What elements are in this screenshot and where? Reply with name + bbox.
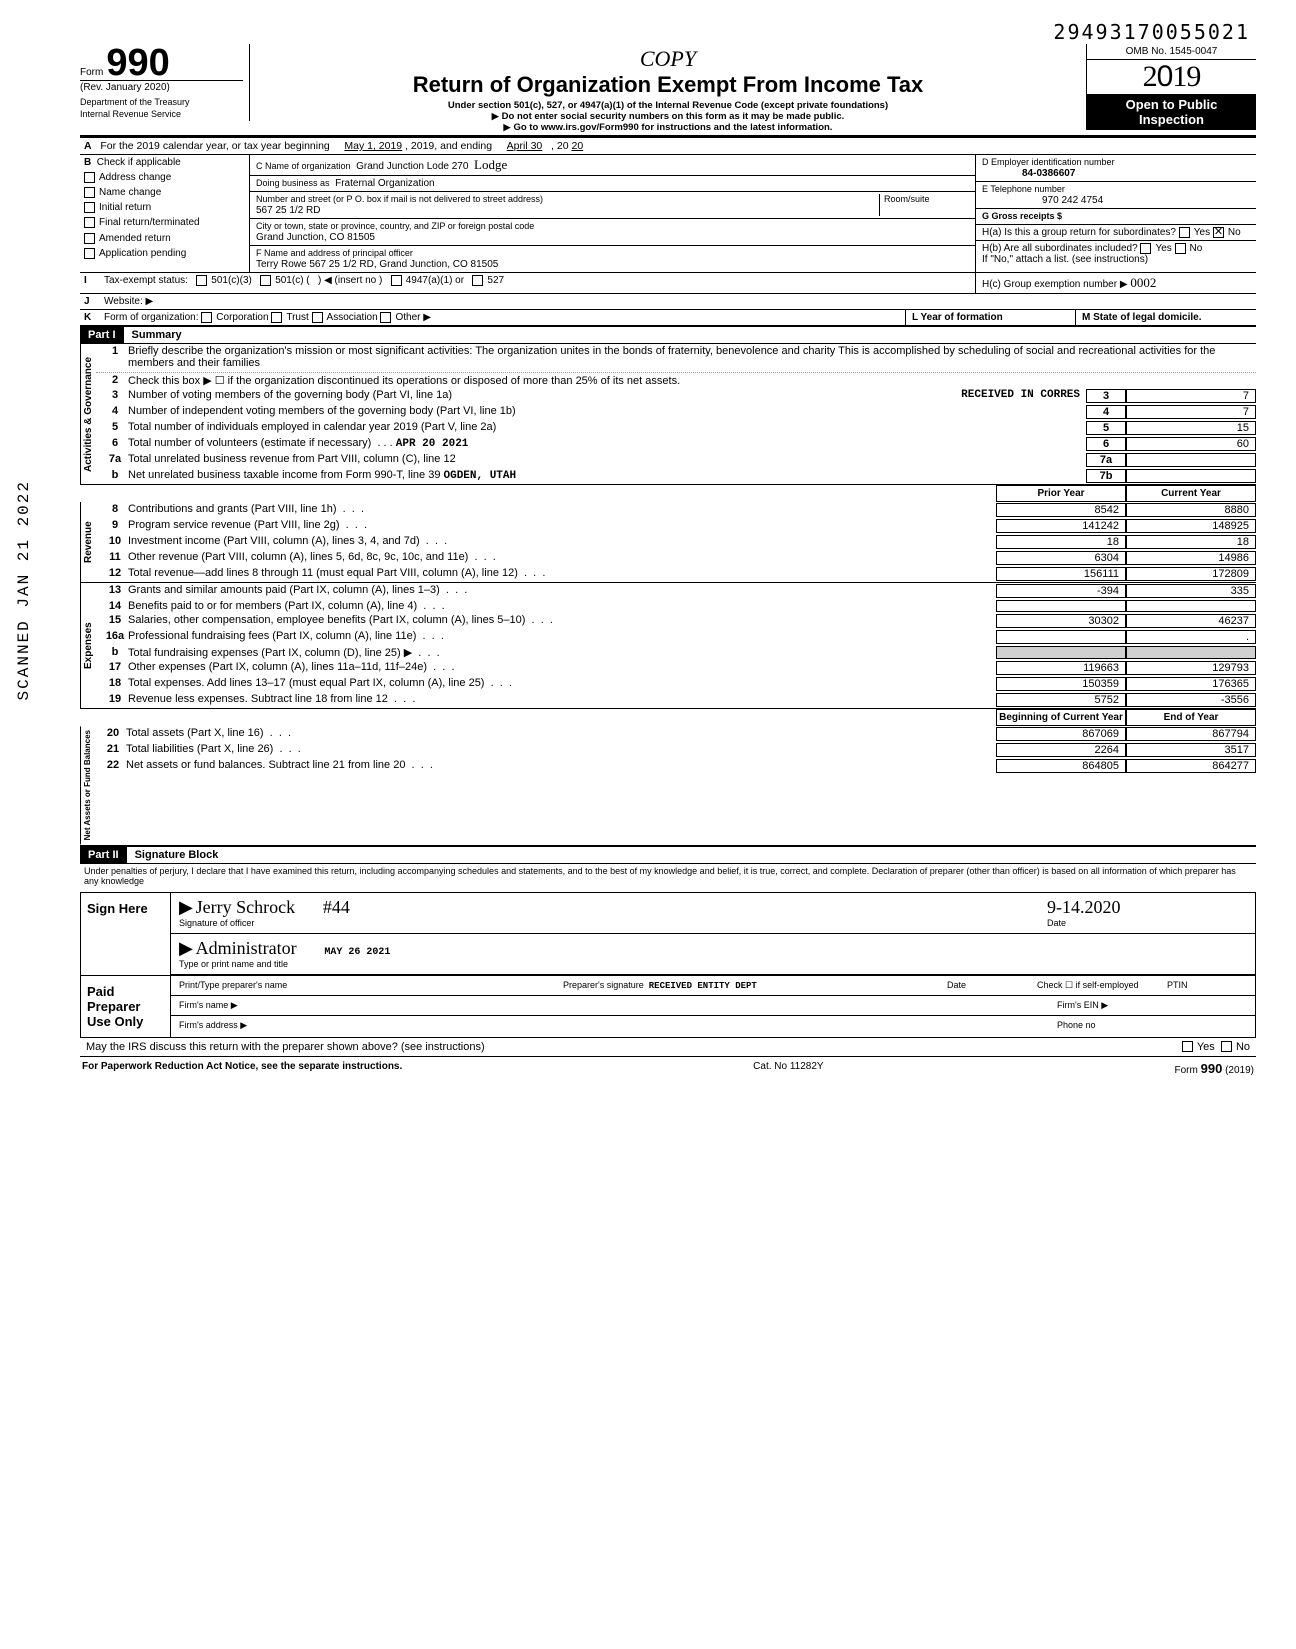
cb-hb-no[interactable] xyxy=(1175,243,1186,254)
officer-title: Administrator xyxy=(196,938,297,958)
cb-4947[interactable] xyxy=(391,275,402,286)
cb-501c[interactable] xyxy=(260,275,271,286)
irs-label: Internal Revenue Service xyxy=(80,107,243,119)
table-row: 18Total expenses. Add lines 13–17 (must … xyxy=(96,676,1256,692)
cb-app-pending[interactable] xyxy=(84,248,95,259)
year-headers: X Prior Year Current Year xyxy=(80,485,1256,502)
line-i: I Tax-exempt status: 501(c)(3) 501(c) ( … xyxy=(80,273,1256,294)
current-year-header: Current Year xyxy=(1126,485,1256,502)
may-stamp: MAY 26 2021 xyxy=(324,947,390,958)
cb-assoc[interactable] xyxy=(312,312,323,323)
table-row: 22Net assets or fund balances. Subtract … xyxy=(94,758,1256,774)
table-row: 8Contributions and grants (Part VIII, li… xyxy=(96,502,1256,518)
subtitle-3: Go to www.irs.gov/Form990 for instructio… xyxy=(264,122,1072,133)
line-k: K Form of organization: Corporation Trus… xyxy=(80,310,1256,326)
footer-cat: Cat. No 11282Y xyxy=(753,1061,823,1076)
cb-initial-return[interactable] xyxy=(84,202,95,213)
eoy-header: End of Year xyxy=(1126,709,1256,726)
prior-year-header: Prior Year xyxy=(996,485,1126,502)
cb-527[interactable] xyxy=(472,275,483,286)
cb-amended[interactable] xyxy=(84,233,95,244)
table-row: 10Investment income (Part VIII, column (… xyxy=(96,534,1256,550)
cb-trust[interactable] xyxy=(271,312,282,323)
barcode-top: 29493170055021 xyxy=(80,20,1256,44)
footer-form: Form 990 (2019) xyxy=(1175,1061,1255,1076)
part-1-title: Summary xyxy=(124,327,190,343)
cb-corp[interactable] xyxy=(201,312,212,323)
part-2-header: Part II Signature Block xyxy=(80,846,1256,864)
copy-watermark: COPY xyxy=(264,46,1072,72)
table-row: 17Other expenses (Part IX, column (A), l… xyxy=(96,660,1256,676)
table-row: 11Other revenue (Part VIII, column (A), … xyxy=(96,550,1256,566)
section-b-to-h: B Check if applicable Address change Nam… xyxy=(80,155,1256,273)
table-row: 9Program service revenue (Part VIII, lin… xyxy=(96,518,1256,534)
table-row: 15Salaries, other compensation, employee… xyxy=(96,613,1256,629)
sig-badge: #44 xyxy=(323,897,350,917)
header-right: OMB No. 1545-0047 20201919 Open to Publi… xyxy=(1086,44,1256,130)
form-number: 990 xyxy=(106,42,169,84)
col-c-f: C Name of organization Grand Junction Lo… xyxy=(250,155,976,272)
sign-here-label: Sign Here xyxy=(81,893,171,975)
line-j-k: J Website: ▶ xyxy=(80,294,1256,310)
sig-date: 9-14.2020 xyxy=(1047,897,1121,917)
part-2-title: Signature Block xyxy=(127,847,227,863)
col-b: B Check if applicable Address change Nam… xyxy=(80,155,250,272)
side-expenses: Expenses xyxy=(80,583,96,708)
cb-501c3[interactable] xyxy=(196,275,207,286)
form-header: Form 990 (Rev. January 2020) Department … xyxy=(80,44,1256,137)
part-2-label: Part II xyxy=(80,847,127,863)
perjury-text: Under penalties of perjury, I declare th… xyxy=(80,864,1256,888)
page-footer: For Paperwork Reduction Act Notice, see … xyxy=(80,1057,1256,1080)
cb-address-change[interactable] xyxy=(84,172,95,183)
col-d-h: D Employer identification number84-03866… xyxy=(976,155,1256,272)
open-public: Open to Public Inspection xyxy=(1087,94,1256,130)
line-a: A For the 2019 calendar year, or tax yea… xyxy=(80,137,1256,155)
cb-final-return[interactable] xyxy=(84,217,95,228)
side-revenue: Revenue xyxy=(80,502,96,582)
form-990-page: SCANNED JAN 21 2022 29493170055021 Form … xyxy=(80,20,1256,1080)
omb-number: OMB No. 1545-0047 xyxy=(1087,44,1256,60)
cb-ha-no[interactable] xyxy=(1213,227,1224,238)
officer-signature: Jerry Schrock xyxy=(196,897,295,917)
cb-ha-yes[interactable] xyxy=(1179,227,1190,238)
table-row: 14Benefits paid to or for members (Part … xyxy=(96,599,1256,613)
table-row: 21Total liabilities (Part X, line 26) . … xyxy=(94,742,1256,758)
table-row: 20Total assets (Part X, line 16) . . .86… xyxy=(94,726,1256,742)
table-row: 16aProfessional fundraising fees (Part I… xyxy=(96,629,1256,645)
net-assets-section: Net Assets or Fund Balances 20Total asse… xyxy=(80,726,1256,845)
balance-headers: X Beginning of Current Year End of Year xyxy=(80,709,1256,726)
table-row: bTotal fundraising expenses (Part IX, co… xyxy=(96,645,1256,660)
side-net-assets: Net Assets or Fund Balances xyxy=(80,726,94,844)
table-row: 13Grants and similar amounts paid (Part … xyxy=(96,583,1256,599)
paid-label: Paid Preparer Use Only xyxy=(81,976,171,1037)
subtitle-1: Under section 501(c), 527, or 4947(a)(1)… xyxy=(264,100,1072,111)
form-revision: (Rev. January 2020) xyxy=(80,80,243,95)
form-label: Form xyxy=(80,67,103,78)
side-ag: Activities & Governance xyxy=(80,344,96,484)
tax-year: 20201919 xyxy=(1087,60,1256,94)
activities-governance: Activities & Governance 1Briefly describ… xyxy=(80,344,1256,485)
footer-left: For Paperwork Reduction Act Notice, see … xyxy=(82,1061,402,1076)
part-1-label: Part I xyxy=(80,327,124,343)
cb-other[interactable] xyxy=(380,312,391,323)
form-title: Return of Organization Exempt From Incom… xyxy=(264,72,1072,98)
expenses-section: Expenses 13Grants and similar amounts pa… xyxy=(80,583,1256,709)
may-discuss-row: May the IRS discuss this return with the… xyxy=(80,1038,1256,1057)
table-row: 19Revenue less expenses. Subtract line 1… xyxy=(96,692,1256,708)
sign-here-block: Sign Here ▶ Jerry Schrock #44 Signature … xyxy=(80,892,1256,976)
paid-preparer-block: Paid Preparer Use Only Print/Type prepar… xyxy=(80,976,1256,1038)
table-row: 12Total revenue—add lines 8 through 11 (… xyxy=(96,566,1256,582)
scanned-stamp: SCANNED JAN 21 2022 xyxy=(15,480,33,700)
cb-discuss-yes[interactable] xyxy=(1182,1041,1193,1052)
dept-treasury: Department of the Treasury xyxy=(80,95,243,107)
part-1-header: Part I Summary xyxy=(80,326,1256,344)
cb-hb-yes[interactable] xyxy=(1140,243,1151,254)
form-number-cell: Form 990 (Rev. January 2020) Department … xyxy=(80,44,250,121)
boy-header: Beginning of Current Year xyxy=(996,709,1126,726)
subtitle-2: Do not enter social security numbers on … xyxy=(264,111,1072,122)
cb-name-change[interactable] xyxy=(84,187,95,198)
revenue-section: Revenue 8Contributions and grants (Part … xyxy=(80,502,1256,583)
cb-discuss-no[interactable] xyxy=(1221,1041,1232,1052)
title-cell: COPY Return of Organization Exempt From … xyxy=(260,44,1076,135)
